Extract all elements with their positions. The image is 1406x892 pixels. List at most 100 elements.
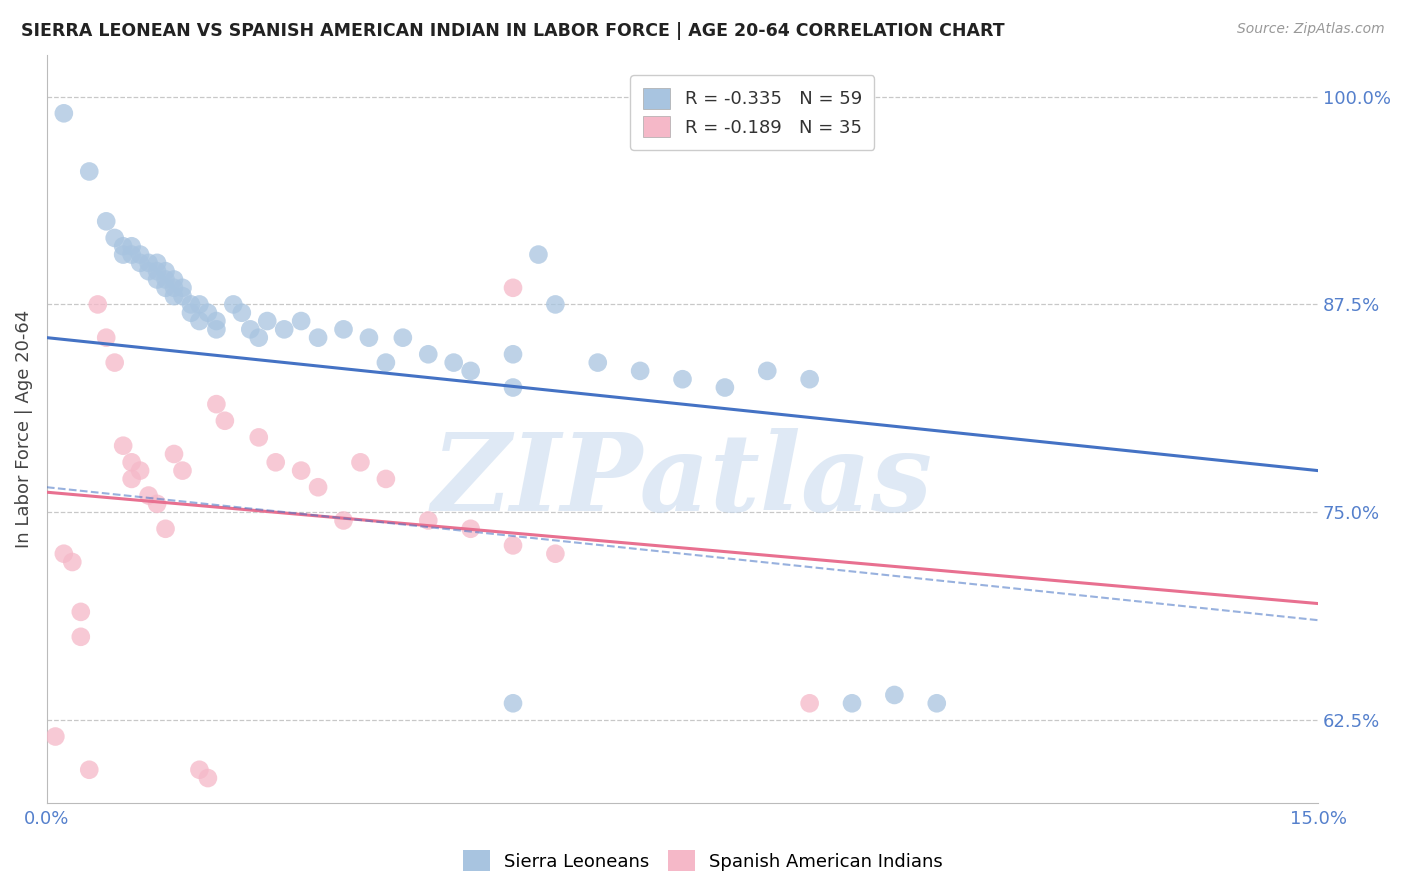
Point xyxy=(332,322,354,336)
Point xyxy=(714,380,737,394)
Point xyxy=(586,355,609,369)
Point xyxy=(172,281,194,295)
Point xyxy=(146,264,169,278)
Point xyxy=(188,297,211,311)
Point xyxy=(104,355,127,369)
Point xyxy=(756,364,779,378)
Point xyxy=(205,314,228,328)
Point xyxy=(214,414,236,428)
Point xyxy=(205,322,228,336)
Point xyxy=(188,763,211,777)
Point xyxy=(544,547,567,561)
Point xyxy=(925,696,948,710)
Point xyxy=(247,430,270,444)
Text: ZIPatlas: ZIPatlas xyxy=(432,428,934,534)
Point xyxy=(239,322,262,336)
Point xyxy=(155,272,177,286)
Point xyxy=(163,281,186,295)
Point xyxy=(460,364,482,378)
Point xyxy=(264,455,287,469)
Point xyxy=(188,314,211,328)
Point xyxy=(87,297,110,311)
Point xyxy=(205,397,228,411)
Y-axis label: In Labor Force | Age 20-64: In Labor Force | Age 20-64 xyxy=(15,310,32,549)
Point xyxy=(307,331,329,345)
Point xyxy=(544,297,567,311)
Point xyxy=(180,306,202,320)
Point xyxy=(172,289,194,303)
Point xyxy=(841,696,863,710)
Point xyxy=(418,347,440,361)
Point xyxy=(349,455,371,469)
Point xyxy=(112,247,135,261)
Point xyxy=(222,297,245,311)
Point xyxy=(121,472,143,486)
Point xyxy=(180,297,202,311)
Point xyxy=(69,630,91,644)
Point xyxy=(883,688,905,702)
Point xyxy=(247,331,270,345)
Point xyxy=(96,214,118,228)
Point xyxy=(77,763,100,777)
Point xyxy=(52,547,75,561)
Point xyxy=(231,306,253,320)
Point xyxy=(163,447,186,461)
Point xyxy=(138,489,160,503)
Point xyxy=(357,331,380,345)
Legend: Sierra Leoneans, Spanish American Indians: Sierra Leoneans, Spanish American Indian… xyxy=(456,843,950,879)
Point xyxy=(155,264,177,278)
Point xyxy=(112,439,135,453)
Point xyxy=(799,372,821,386)
Point xyxy=(121,239,143,253)
Point xyxy=(502,281,524,295)
Point xyxy=(502,380,524,394)
Point xyxy=(502,696,524,710)
Point xyxy=(69,605,91,619)
Point xyxy=(77,164,100,178)
Text: SIERRA LEONEAN VS SPANISH AMERICAN INDIAN IN LABOR FORCE | AGE 20-64 CORRELATION: SIERRA LEONEAN VS SPANISH AMERICAN INDIA… xyxy=(21,22,1005,40)
Point xyxy=(197,771,219,785)
Point xyxy=(44,730,66,744)
Point xyxy=(527,247,550,261)
Point xyxy=(256,314,278,328)
Point xyxy=(129,256,152,270)
Point xyxy=(138,256,160,270)
Point xyxy=(460,522,482,536)
Point xyxy=(392,331,415,345)
Point xyxy=(374,355,396,369)
Point xyxy=(129,464,152,478)
Point xyxy=(138,264,160,278)
Point xyxy=(96,331,118,345)
Point xyxy=(60,555,83,569)
Point xyxy=(418,513,440,527)
Point xyxy=(799,696,821,710)
Point xyxy=(374,472,396,486)
Point xyxy=(307,480,329,494)
Point xyxy=(52,106,75,120)
Point xyxy=(502,538,524,552)
Legend: R = -0.335   N = 59, R = -0.189   N = 35: R = -0.335 N = 59, R = -0.189 N = 35 xyxy=(630,76,875,150)
Point xyxy=(155,522,177,536)
Point xyxy=(502,347,524,361)
Point xyxy=(443,355,465,369)
Point xyxy=(273,322,295,336)
Point xyxy=(104,231,127,245)
Point xyxy=(332,513,354,527)
Point xyxy=(155,281,177,295)
Point xyxy=(121,247,143,261)
Point xyxy=(671,372,693,386)
Point xyxy=(129,247,152,261)
Point xyxy=(146,497,169,511)
Point xyxy=(172,464,194,478)
Point xyxy=(146,272,169,286)
Point xyxy=(290,314,312,328)
Point xyxy=(146,256,169,270)
Point xyxy=(290,464,312,478)
Point xyxy=(163,272,186,286)
Point xyxy=(121,455,143,469)
Point xyxy=(628,364,651,378)
Point xyxy=(112,239,135,253)
Point xyxy=(197,306,219,320)
Point xyxy=(163,289,186,303)
Text: Source: ZipAtlas.com: Source: ZipAtlas.com xyxy=(1237,22,1385,37)
